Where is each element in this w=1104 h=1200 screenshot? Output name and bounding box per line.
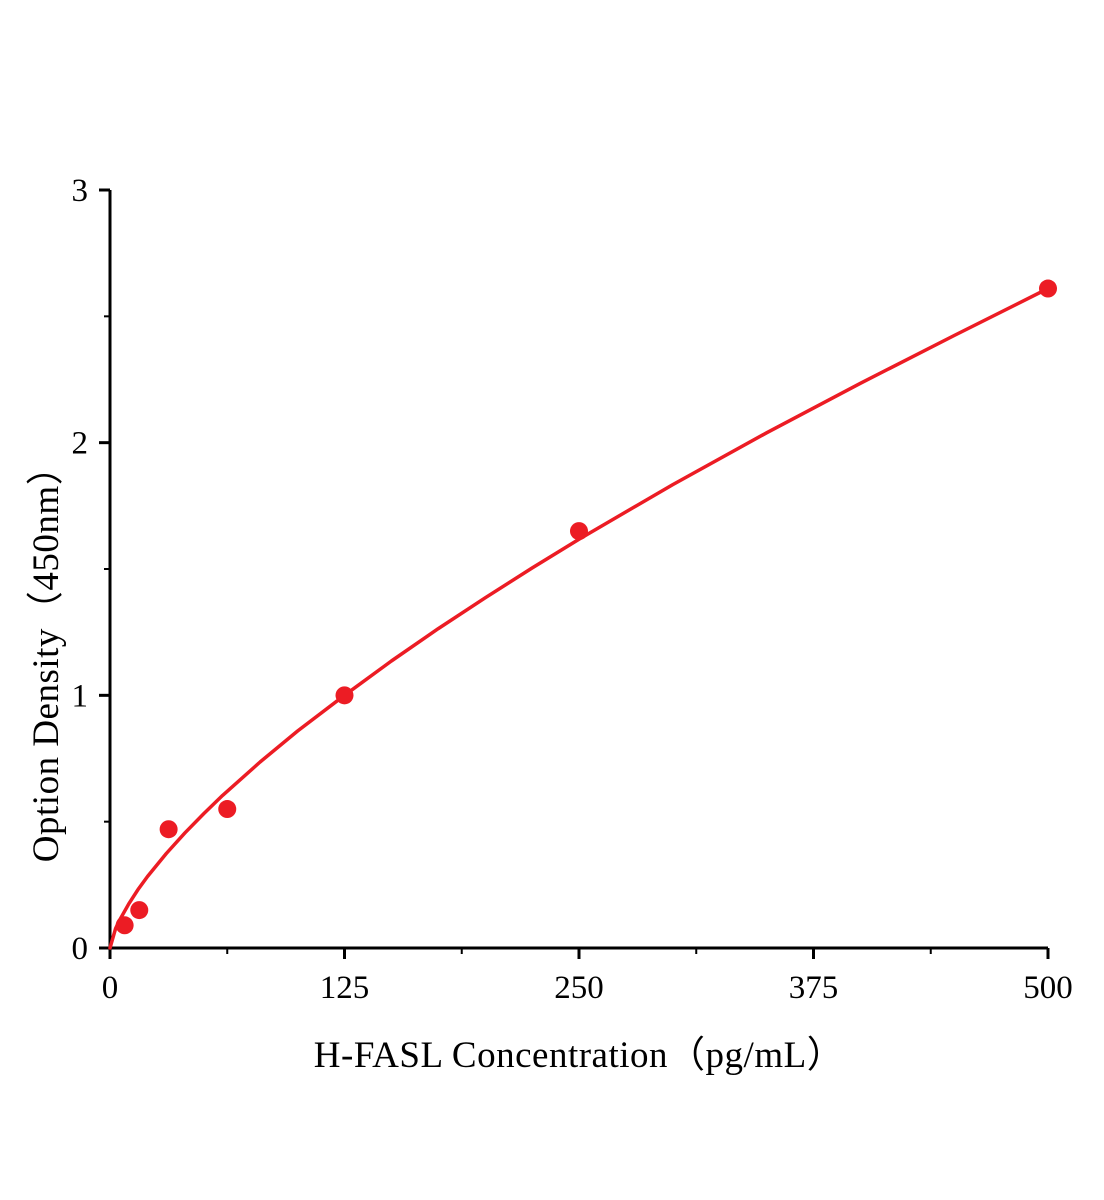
y-tick-label: 1 bbox=[72, 678, 89, 714]
x-axis-title: H-FASL Concentration（pg/mL） bbox=[313, 1035, 845, 1076]
data-point bbox=[218, 800, 237, 819]
fit-curve bbox=[108, 286, 1050, 950]
y-tick-label: 2 bbox=[72, 426, 89, 462]
data-point bbox=[115, 916, 134, 935]
x-tick-label: 500 bbox=[1023, 970, 1073, 1006]
y-tick-label: 0 bbox=[72, 931, 89, 967]
x-tick-label: 250 bbox=[554, 970, 604, 1006]
x-tick-label: 0 bbox=[102, 970, 119, 1006]
y-axis-title: Option Density（450nm） bbox=[26, 447, 67, 863]
x-tick-label: 125 bbox=[320, 970, 370, 1006]
data-point bbox=[570, 522, 588, 541]
data-point bbox=[335, 686, 354, 705]
data-point bbox=[130, 901, 149, 920]
y-tick-label: 3 bbox=[72, 173, 89, 209]
x-tick-label: 375 bbox=[789, 970, 839, 1006]
data-point bbox=[159, 820, 178, 839]
data-point bbox=[1039, 279, 1057, 298]
